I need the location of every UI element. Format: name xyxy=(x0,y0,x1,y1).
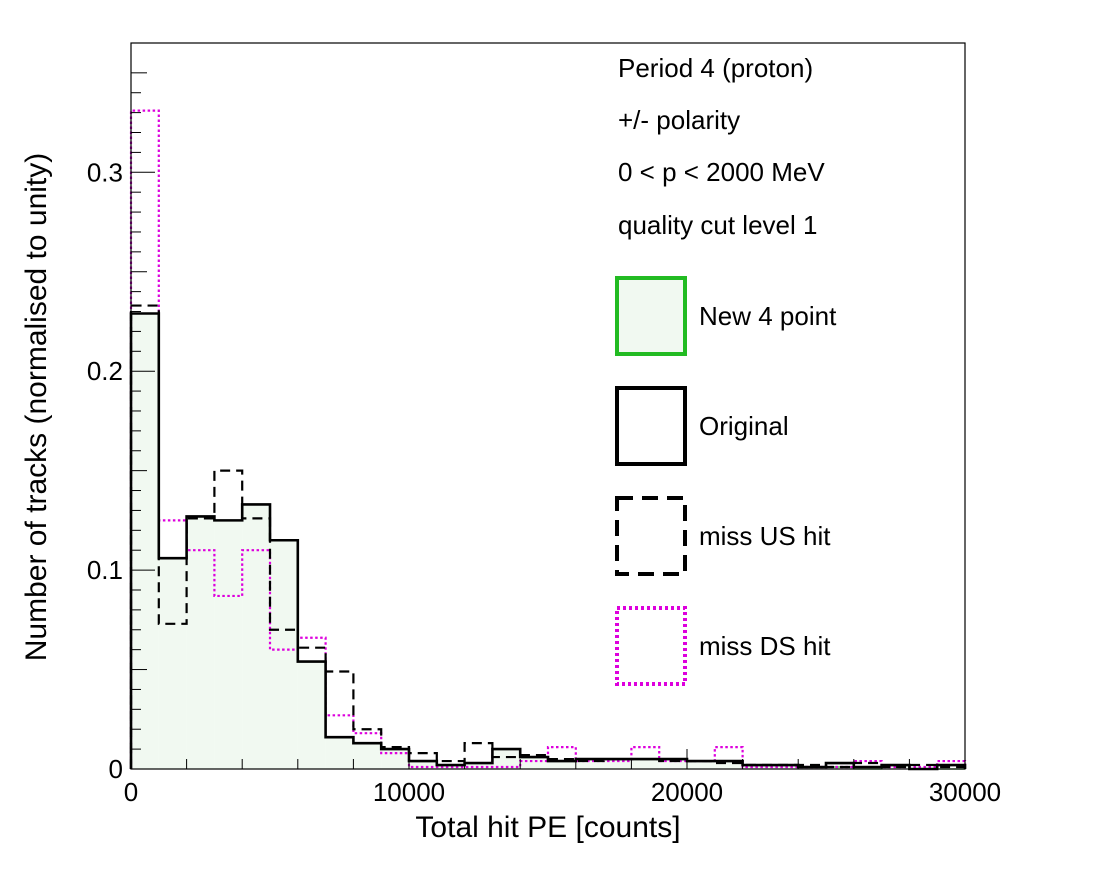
axis-ticks xyxy=(130,72,966,770)
bin-new-4-point-14 xyxy=(520,757,548,769)
legend-label-new-4-point: New 4 point xyxy=(699,301,837,331)
bin-new-4-point-13 xyxy=(492,749,521,769)
x-tick-label-0: 0 xyxy=(124,777,138,807)
legend-entry-original: Original xyxy=(615,386,789,466)
annotation-quality-cut: quality cut level 1 xyxy=(618,210,817,240)
annotation-polarity: +/- polarity xyxy=(618,105,740,135)
bin-new-4-point-16 xyxy=(575,759,604,769)
legend-entry-miss-ds-hit: miss DS hit xyxy=(615,606,831,686)
bin-new-4-point-7 xyxy=(325,737,354,769)
legend-label-miss-us-hit: miss US hit xyxy=(699,521,831,551)
legend-entry-miss-us-hit: miss US hit xyxy=(615,496,831,576)
bin-new-4-point-2 xyxy=(186,516,215,769)
bin-new-4-point-3 xyxy=(214,520,243,769)
series-line-original xyxy=(129,312,967,771)
x-tick-label-20000: 20000 xyxy=(651,777,723,807)
bin-new-4-point-10 xyxy=(409,761,437,769)
legend-entry-new-4-point: New 4 point xyxy=(615,276,837,356)
bin-new-4-point-4 xyxy=(242,504,270,769)
x-axis-title: Total hit PE [counts] xyxy=(415,811,680,844)
y-tick-label-0: 0 xyxy=(109,754,123,784)
y-tick-label-1: 0.1 xyxy=(87,555,123,585)
bin-new-4-point-17 xyxy=(603,759,632,769)
legend-swatch-miss-us-hit xyxy=(615,496,687,576)
y-axis-title: Number of tracks (normalised to unity) xyxy=(20,153,53,662)
bin-new-4-point-12 xyxy=(464,763,493,769)
legend-swatch-miss-ds-hit xyxy=(615,606,687,686)
histogram-series-layer xyxy=(129,109,967,771)
bin-new-4-point-0 xyxy=(131,313,159,769)
bin-new-4-point-15 xyxy=(548,761,576,769)
y-tick-label-3: 0.3 xyxy=(87,157,123,187)
bin-new-4-point-20 xyxy=(687,761,715,769)
bin-new-4-point-11 xyxy=(436,765,465,769)
y-tick-label-2: 0.2 xyxy=(87,356,123,386)
legend: New 4 point Original miss US hit miss DS… xyxy=(615,276,837,686)
x-tick-label-10000: 10000 xyxy=(373,777,445,807)
annotation-momentum: 0 < p < 2000 MeV xyxy=(618,157,825,187)
bin-new-4-point-6 xyxy=(297,661,326,769)
bin-new-4-point-19 xyxy=(659,759,687,769)
annotation-period: Period 4 (proton) xyxy=(618,53,813,83)
bin-new-4-point-5 xyxy=(270,540,298,769)
bin-new-4-point-21 xyxy=(714,761,743,769)
x-tick-label-30000: 30000 xyxy=(929,777,1001,807)
legend-label-original: Original xyxy=(699,411,789,441)
legend-swatch-original xyxy=(615,386,687,466)
legend-label-miss-ds-hit: miss DS hit xyxy=(699,631,831,661)
bin-new-4-point-23 xyxy=(770,765,799,769)
tick-labels: 0 10000 20000 30000 0 0.1 0.2 0.3 xyxy=(87,157,1001,807)
bin-new-4-point-1 xyxy=(158,558,187,769)
bin-new-4-point-8 xyxy=(353,743,382,769)
plot-frame xyxy=(130,42,966,770)
legend-swatch-new-4-point xyxy=(615,276,687,356)
annotation-block: Period 4 (proton) +/- polarity 0 < p < 2… xyxy=(618,53,825,240)
bin-new-4-point-18 xyxy=(631,759,660,769)
bin-new-4-point-25 xyxy=(826,767,854,769)
